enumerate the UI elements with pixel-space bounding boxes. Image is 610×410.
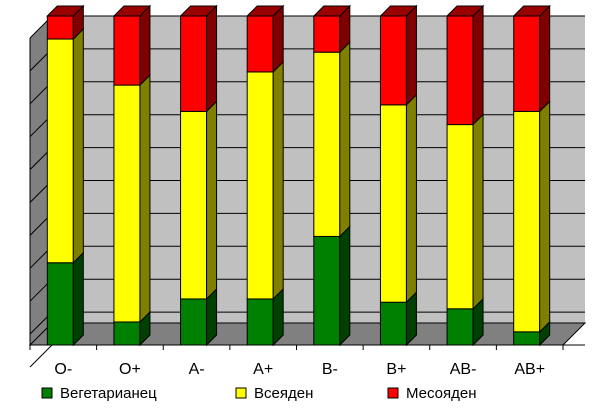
legend: Вегетарианец Всеяден Месояден: [41, 385, 477, 402]
bar-top-2: [112, 5, 152, 17]
bar-top-7: [445, 5, 485, 17]
bar-side-3-8: [539, 4, 551, 113]
x-tick-label: A+: [253, 361, 273, 378]
bar-top-6: [379, 5, 418, 17]
bar-segment-2-4: [246, 71, 274, 300]
bar-segment-1-7: [446, 308, 474, 346]
bar-top-3: [179, 5, 218, 17]
legend-swatch: [387, 387, 399, 399]
bar-segment-3-1: [46, 15, 74, 40]
bar-side-2-1: [72, 27, 84, 264]
bar-side-3-3: [206, 4, 218, 113]
bar-segment-3-6: [379, 15, 407, 106]
bar-segment-3-3: [180, 15, 208, 112]
bar-segment-1-5: [313, 235, 341, 346]
legend-swatch: [41, 387, 53, 399]
bar-side-2-4: [272, 60, 284, 301]
bar-segment-3-2: [113, 15, 141, 86]
legend-label: Месояден: [406, 385, 477, 402]
bar-top-5: [312, 5, 352, 17]
x-tick-label: AB+: [514, 361, 545, 378]
x-tick-label: B-: [322, 361, 338, 378]
x-tick-label: B+: [386, 361, 406, 378]
bar-side-1-5: [339, 225, 351, 347]
bar-side-2-8: [539, 100, 551, 334]
bar-side-3-7: [472, 4, 484, 126]
bar-segment-3-5: [313, 15, 341, 53]
gridline: [29, 344, 585, 368]
bar-side-2-6: [405, 93, 417, 304]
bar-segment-2-3: [180, 110, 208, 300]
x-tick-label: O-: [54, 361, 72, 378]
bar-side-2-7: [472, 113, 484, 311]
bar-segment-1-4: [246, 298, 274, 346]
bar-segment-2-8: [513, 110, 541, 333]
bar-top-8: [512, 5, 551, 17]
x-tick-labels: O- O+ A- A+ B- B+ AB- AB+: [54, 361, 545, 378]
bar-segment-3-7: [446, 15, 474, 126]
bar-segment-3-8: [513, 15, 541, 112]
bar-segment-1-6: [379, 301, 407, 346]
bar-top-4: [245, 5, 285, 17]
bar-segment-2-5: [313, 51, 341, 237]
legend-label: Всеяден: [254, 385, 313, 402]
bar-segment-2-6: [379, 104, 407, 303]
legend-label: Вегетарианец: [60, 385, 157, 402]
bar-side-1-1: [72, 251, 84, 347]
bar-top-1: [46, 5, 85, 17]
bar-side-2-3: [206, 100, 218, 301]
legend-swatch: [235, 387, 247, 399]
x-tick-label: A-: [189, 361, 205, 378]
bar-segment-1-3: [180, 298, 208, 346]
plot-floor: [28, 322, 587, 346]
bar-segment-2-2: [113, 84, 141, 323]
bar-side-2-2: [139, 73, 151, 324]
x-tick-label: O+: [119, 361, 141, 378]
bar-stacks: [46, 4, 551, 347]
bar-segment-1-2: [113, 321, 141, 346]
bar-segment-1-8: [513, 331, 541, 346]
bar-side-3-2: [139, 4, 151, 87]
bar-segment-1-1: [46, 262, 74, 346]
bar-side-3-6: [405, 4, 417, 107]
bar-segment-2-1: [46, 38, 74, 264]
bar-segment-3-4: [246, 15, 274, 73]
bar-side-3-4: [272, 4, 284, 74]
x-tick-label: AB-: [450, 361, 477, 378]
bar-side-2-5: [339, 40, 351, 238]
bar-segment-2-7: [446, 124, 474, 310]
